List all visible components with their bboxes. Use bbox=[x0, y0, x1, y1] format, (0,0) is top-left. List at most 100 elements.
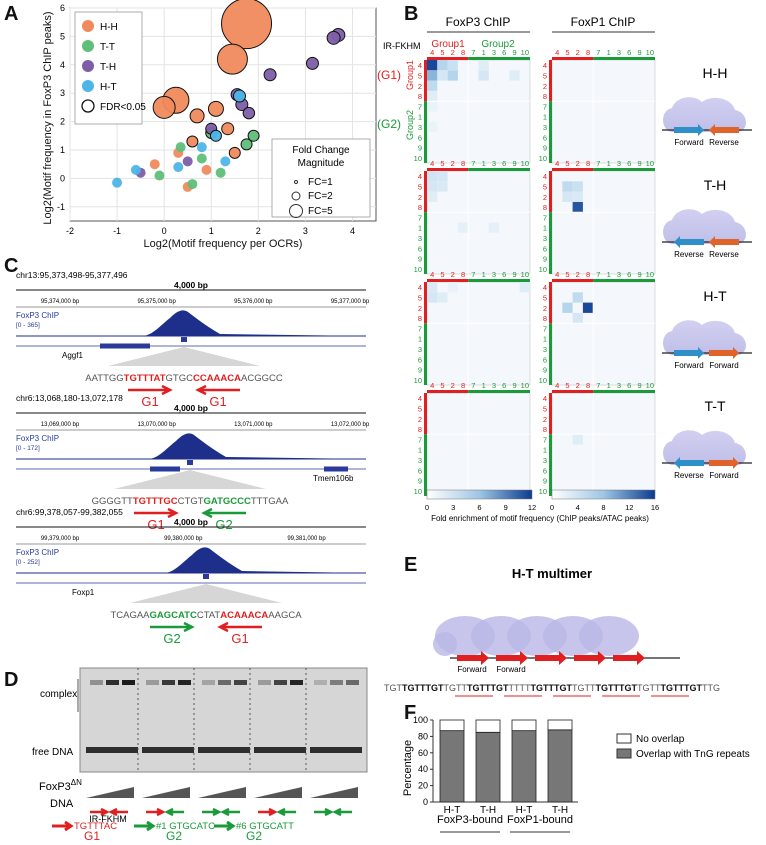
motif-row-label: 8 bbox=[418, 92, 422, 101]
y-tick-label: -1 bbox=[57, 202, 65, 212]
motif-col-label: 9 bbox=[637, 48, 641, 57]
sequence-segment: TGTT bbox=[637, 683, 661, 693]
colorbar-tick: 12 bbox=[528, 503, 536, 512]
complex-band bbox=[106, 680, 119, 685]
multimer-sequence: TGTTGTTTGTTGTTTGTTTGTTTTTTGTTTGTTGTTTGTT… bbox=[384, 683, 720, 697]
motif-row-label: 6 bbox=[543, 133, 547, 142]
motif-col-label: 9 bbox=[512, 48, 516, 57]
heatmap-cell bbox=[427, 60, 438, 71]
motif-col-label: 7 bbox=[471, 381, 475, 390]
y-tick-label: 40 bbox=[418, 764, 428, 774]
motif-row-label: 8 bbox=[543, 92, 547, 101]
motif-row-label: 9 bbox=[543, 255, 547, 264]
motif-row-label: 1 bbox=[543, 224, 547, 233]
x-tick-label: 2 bbox=[256, 226, 261, 236]
dna-arrow bbox=[258, 807, 278, 817]
panel-letter-d: D bbox=[4, 669, 18, 691]
sequence-segment: AATTGG bbox=[85, 373, 123, 384]
motif-arrow-b bbox=[195, 384, 240, 396]
sequence-segment: TTTT bbox=[509, 683, 531, 693]
motif-row-label: 3 bbox=[543, 123, 547, 132]
free-dna-label: free DNA bbox=[32, 747, 73, 758]
motif-sequence: GGGGTTTGTTTGCCTGTGATGCCCTTTGAA bbox=[92, 496, 289, 507]
concentration-wedge bbox=[86, 787, 134, 798]
motif-row-label: 5 bbox=[543, 182, 547, 191]
motif-col-label: 2 bbox=[576, 159, 580, 168]
motif-row-label: 6 bbox=[418, 466, 422, 475]
motif-row-label: 1 bbox=[543, 113, 547, 122]
group-label: FoxP1-bound bbox=[507, 814, 573, 826]
bar-segment bbox=[547, 729, 573, 803]
data-point-h-h bbox=[221, 0, 273, 50]
motif-row-label: 6 bbox=[418, 133, 422, 142]
legend-marker bbox=[82, 20, 94, 32]
data-point-h-t bbox=[209, 129, 222, 142]
key-group: G2 bbox=[246, 829, 262, 840]
motif-col-label: 5 bbox=[440, 381, 444, 390]
motif-col-label: 1 bbox=[482, 270, 486, 279]
motif-col-label: 2 bbox=[576, 270, 580, 279]
motif-group-label: G1 bbox=[141, 394, 158, 409]
motif-site-marker bbox=[181, 337, 187, 342]
locus-label: chr6:13,068,180-13,072,178 bbox=[16, 393, 123, 403]
gel-bands bbox=[86, 668, 362, 772]
orientation-t-h: T-H Reverse Reverse bbox=[662, 177, 752, 259]
bar-segment bbox=[439, 730, 465, 803]
sequence-segment: GAGCATC bbox=[150, 610, 197, 621]
heatmap-cell bbox=[509, 70, 520, 81]
motif-arrow-right bbox=[709, 347, 739, 359]
motif-col-label: 7 bbox=[596, 48, 600, 57]
data-point-h-t bbox=[173, 162, 184, 173]
motif-col-label: 3 bbox=[617, 159, 621, 168]
group1-label: Group1 bbox=[431, 39, 465, 50]
motif-row-label: 5 bbox=[418, 182, 422, 191]
legend-label: H-T bbox=[100, 82, 117, 93]
x-tick-label: 3 bbox=[303, 226, 308, 236]
motif-row-label: 7 bbox=[543, 435, 547, 444]
colorbar-foxp3 bbox=[426, 489, 533, 500]
panel-a: A -2 -1 0 1 2 3 4 -1 0 1 2 3 4 5 6 Log2(Motif frequenc… bbox=[4, 0, 377, 250]
motif-col-label: 10 bbox=[521, 381, 529, 390]
y-tick-label: 80 bbox=[418, 731, 428, 741]
motif-row-label: 3 bbox=[418, 345, 422, 354]
motif-row-label: 10 bbox=[539, 376, 547, 385]
motif-row-label: 2 bbox=[418, 82, 422, 91]
motif-arrow-left bbox=[674, 236, 704, 248]
legend-label: H-H bbox=[100, 22, 118, 33]
data-point-h-t bbox=[232, 89, 246, 103]
arrow-label: Forward bbox=[674, 138, 703, 147]
motif-col-label: 8 bbox=[586, 381, 590, 390]
scatter-y-label: Log2(Motif frequency in FoxP3 ChIP peaks… bbox=[42, 11, 54, 224]
colorbar-ticks: 0 3 6 9 12 0 4 8 12 16 bbox=[425, 503, 659, 512]
motif-row-label: 1 bbox=[418, 224, 422, 233]
data-point-h-t bbox=[130, 164, 141, 175]
motif-col-label: 6 bbox=[502, 381, 506, 390]
free-dna-band bbox=[310, 747, 362, 753]
motif-row-label: 3 bbox=[543, 234, 547, 243]
data-point-t-h bbox=[305, 56, 319, 70]
dna-arrow bbox=[220, 807, 240, 817]
motif-row-label: 7 bbox=[418, 213, 422, 222]
complex-band bbox=[346, 680, 359, 685]
motif-row-label: 1 bbox=[418, 446, 422, 455]
motif-col-label: 8 bbox=[586, 270, 590, 279]
col-title-foxp3: FoxP3 ChIP bbox=[446, 15, 511, 29]
y-tick-label: 60 bbox=[418, 748, 428, 758]
motif-col-label: 5 bbox=[440, 159, 444, 168]
colorbar-tick: 0 bbox=[550, 503, 554, 512]
fc-legend-circle-5 bbox=[289, 204, 303, 218]
track-name: FoxP3 ChIP bbox=[16, 434, 59, 443]
fc-legend-title2: Magnitude bbox=[298, 158, 345, 169]
forward-motif-arrow bbox=[613, 651, 645, 665]
colorbar-tick: 6 bbox=[477, 503, 481, 512]
fc-legend-item: FC=1 bbox=[308, 177, 333, 188]
data-point-h-t bbox=[112, 177, 123, 188]
panel-letter-f: F bbox=[404, 702, 416, 724]
arrow-label: Reverse bbox=[674, 471, 704, 480]
motif-row-label: 2 bbox=[543, 82, 547, 91]
sequence-segment: TGTTTGT bbox=[661, 683, 703, 693]
panel-letter-a: A bbox=[4, 3, 18, 25]
motif-row-label: 3 bbox=[543, 345, 547, 354]
gene-exon bbox=[100, 343, 150, 349]
orientation-label: H-T bbox=[703, 288, 727, 304]
